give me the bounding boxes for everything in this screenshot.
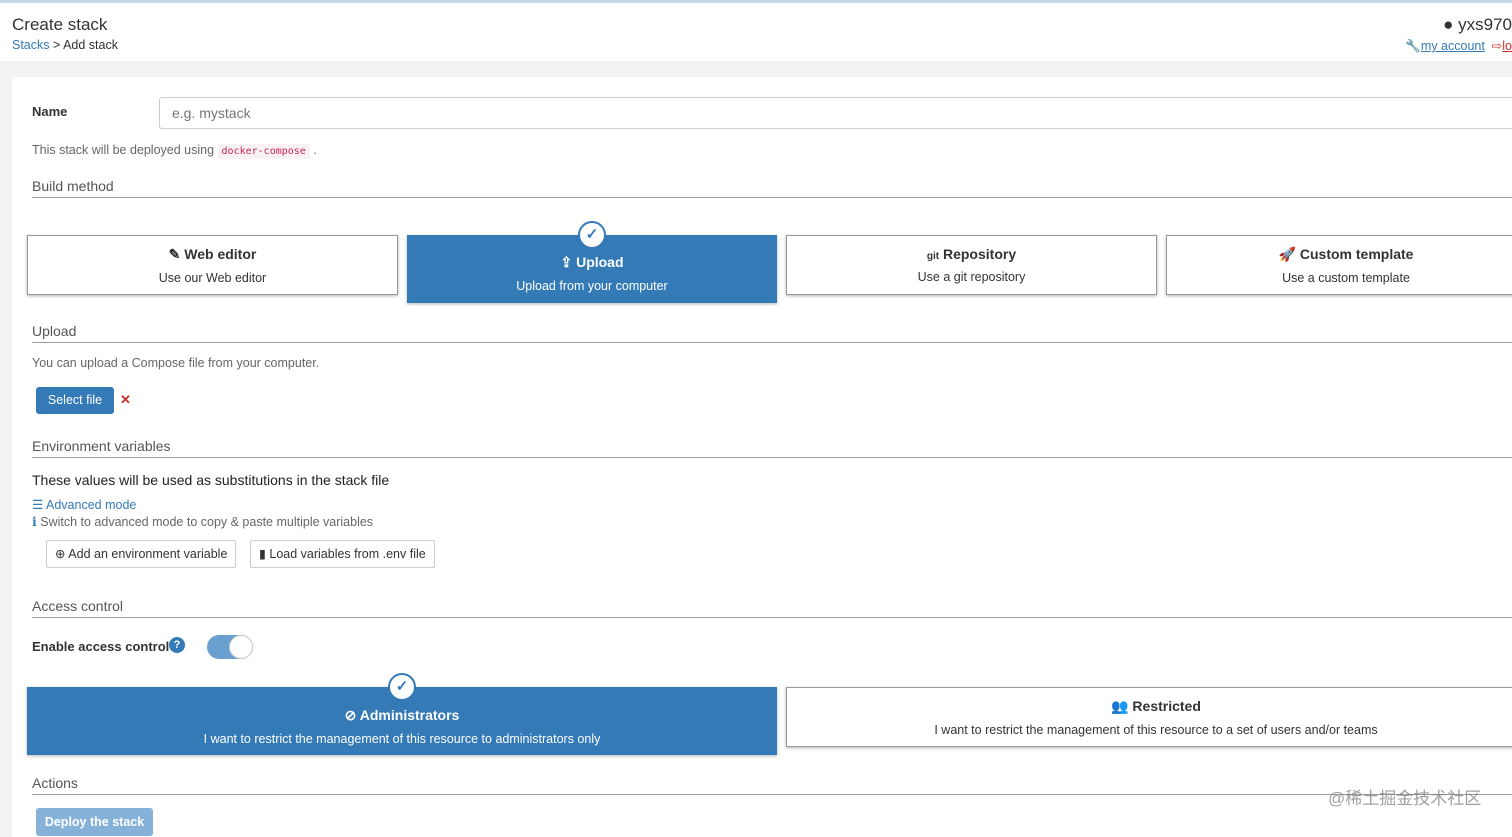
card-desc: Upload from your computer <box>516 279 668 293</box>
username: yxs970 <box>1458 15 1512 34</box>
card-title: Web editor <box>184 246 257 262</box>
build-method-custom-template[interactable]: 🚀 Custom template Use a custom template <box>1166 235 1512 295</box>
access-control-toggle[interactable] <box>207 635 253 659</box>
rocket-icon: 🚀 <box>1278 246 1296 262</box>
logout-icon: ⇨ <box>1491 39 1503 53</box>
clear-file-icon[interactable]: ✕ <box>120 392 131 407</box>
breadcrumb-sep: > <box>49 38 64 52</box>
env-heading: Environment variables <box>32 438 1512 458</box>
upload-desc: You can upload a Compose file from your … <box>32 356 320 370</box>
selected-check-icon: ✓ <box>578 221 606 249</box>
deploy-note: This stack will be deployed using docker… <box>32 143 317 159</box>
name-input[interactable] <box>159 97 1512 129</box>
top-header <box>0 3 1512 61</box>
add-env-variable-button[interactable]: ⊕ Add an environment variable <box>46 540 237 568</box>
users-icon: 👥 <box>1111 698 1129 714</box>
deploy-stack-button[interactable]: Deploy the stack <box>36 808 153 836</box>
advanced-mode-label: Advanced mode <box>46 498 137 512</box>
watermark: @稀土掘金技术社区 <box>1328 789 1482 808</box>
eye-slash-icon: ⊘ <box>344 707 357 723</box>
breadcrumb-stacks-link[interactable]: Stacks <box>12 38 50 52</box>
compose-code: docker-compose <box>217 144 310 159</box>
breadcrumb: Stacks > Add stack <box>12 38 118 52</box>
card-desc: I want to restrict the management of thi… <box>934 723 1378 737</box>
upload-heading: Upload <box>32 323 1512 343</box>
my-account-link[interactable]: my account <box>1420 39 1485 53</box>
logout-link[interactable]: lo <box>1502 39 1512 53</box>
info-icon: ℹ <box>32 515 37 529</box>
card-title: Upload <box>576 254 624 270</box>
build-method-repository[interactable]: git Repository Use a git repository <box>786 235 1157 295</box>
card-desc: Use our Web editor <box>158 271 267 285</box>
card-title: Custom template <box>1299 246 1414 262</box>
list-icon: ☰ <box>32 498 44 512</box>
edit-icon: ✎ <box>168 246 181 262</box>
card-desc: Use a git repository <box>917 270 1026 284</box>
wrench-icon: 🔧 <box>1405 39 1421 53</box>
user-links: 🔧my account ⇨lo <box>1405 38 1512 54</box>
access-restricted[interactable]: 👥 Restricted I want to restrict the manag… <box>786 687 1512 747</box>
plus-circle-icon: ⊕ <box>55 547 66 561</box>
advanced-mode-link[interactable]: ☰ Advanced mode <box>32 497 136 512</box>
access-control-heading: Access control <box>32 598 1512 618</box>
selected-check-icon: ✓ <box>388 673 416 701</box>
env-desc: These values will be used as substitutio… <box>32 472 390 488</box>
name-label: Name <box>32 104 68 119</box>
toggle-knob <box>229 635 253 659</box>
upload-icon: ⇪ <box>560 254 573 270</box>
build-method-heading: Build method <box>32 178 1512 198</box>
env-hint-text: Switch to advanced mode to copy & paste … <box>40 515 374 529</box>
deploy-note-end: . <box>313 143 317 157</box>
card-title: Administrators <box>359 707 460 723</box>
card-desc: I want to restrict the management of thi… <box>203 732 601 746</box>
breadcrumb-current: Add stack <box>63 38 118 52</box>
actions-heading: Actions <box>32 775 1512 795</box>
deploy-note-text: This stack will be deployed using <box>32 143 215 157</box>
help-icon[interactable]: ? <box>169 637 185 653</box>
card-title: Restricted <box>1132 698 1201 714</box>
load-env-label: Load variables from .env file <box>269 547 426 561</box>
file-icon: ▮ <box>259 547 266 561</box>
env-hint: ℹ Switch to advanced mode to copy & past… <box>32 514 373 529</box>
select-file-button[interactable]: Select file <box>36 387 114 414</box>
enable-access-label: Enable access control <box>32 639 170 654</box>
load-env-file-button[interactable]: ▮ Load variables from .env file <box>250 540 435 568</box>
build-method-web-editor[interactable]: ✎ Web editor Use our Web editor <box>27 235 398 295</box>
user-icon: ● <box>1443 15 1454 34</box>
page-title: Create stack <box>12 15 108 34</box>
add-env-label: Add an environment variable <box>68 547 228 561</box>
card-title: Repository <box>942 246 1017 262</box>
user-info: ● yxs970 <box>1443 15 1512 35</box>
card-desc: Use a custom template <box>1282 271 1410 285</box>
git-icon: git <box>926 251 940 262</box>
